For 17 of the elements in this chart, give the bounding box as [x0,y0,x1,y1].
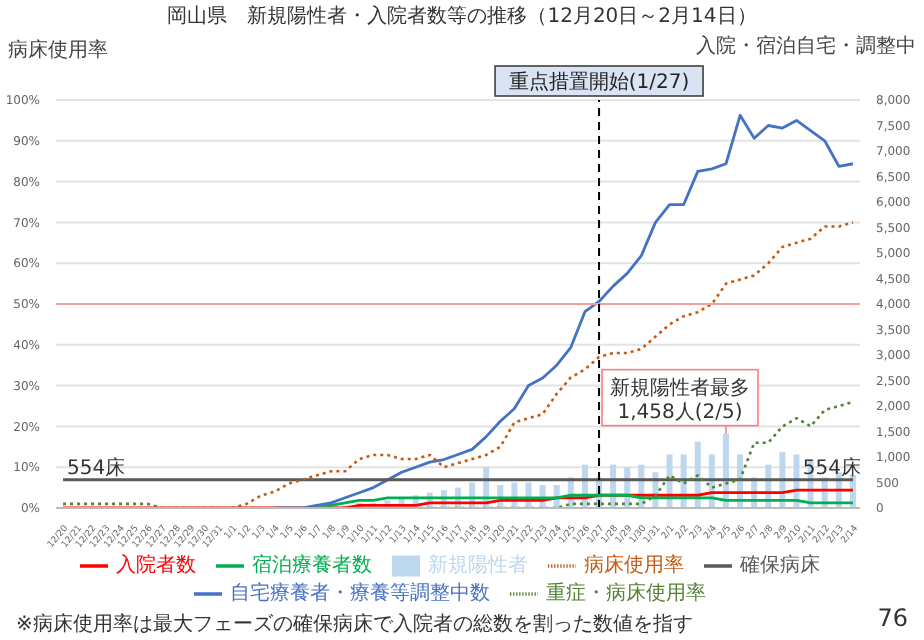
legend-label: 自宅療養者・療養等調整中数 [230,583,490,606]
annotation: 554床 [802,455,861,480]
legend-label: 確保病床 [740,555,820,578]
legend-label: 病床使用率 [584,555,684,578]
annotation: 新規陽性者最多1,458人(2/5) [610,375,750,424]
text: 76 [877,604,908,632]
legend-label: 宿泊療養者数 [252,555,372,578]
legend-label: 重症・病床使用率 [546,583,706,606]
annotation: 554床 [67,455,126,480]
y-axis-title: 病床使用率 [8,37,108,64]
legend-label: 新規陽性者 [428,555,528,578]
label-box: 重点措置開始(1/27) [494,65,704,97]
text: ※病床使用率は最大フェーズの確保病床で入院者の総数を割った数値を指す [16,611,693,638]
y2-axis-title: 入院・宿泊自宅・調整中 [696,33,916,60]
legend-label: 入院者数 [116,555,196,578]
chart-title: 岡山県 新規陽性者・入院者数等の推移（12月20日～2月14日） [165,3,759,30]
ref-line-label: 重点措置開始(1/27) [508,70,690,94]
